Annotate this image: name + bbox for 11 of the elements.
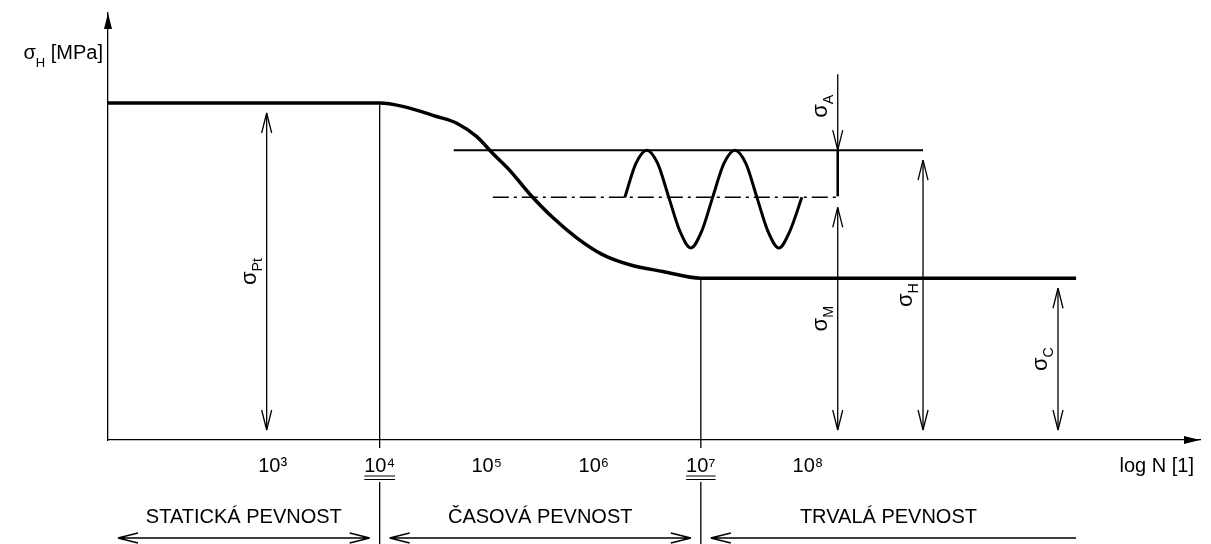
y-axis-title: σ$_{H}$ [MPa]	[23, 41, 103, 70]
x-axis-title: log N [1]	[1119, 454, 1194, 476]
x-tick-label: 10⁵	[471, 453, 502, 476]
x-tick-label: 10⁸	[792, 453, 824, 476]
text: ČASOVÁ PEVNOST	[448, 505, 633, 527]
x-tick-label: 10⁶	[578, 453, 610, 476]
text: STATICKÁ PEVNOST	[145, 505, 342, 527]
x-tick-label: 10⁷	[686, 453, 716, 476]
x-tick-label: 10³	[258, 453, 288, 476]
text: TRVALÁ PEVNOST	[799, 505, 977, 527]
x-tick-label: 10⁴	[364, 453, 396, 476]
